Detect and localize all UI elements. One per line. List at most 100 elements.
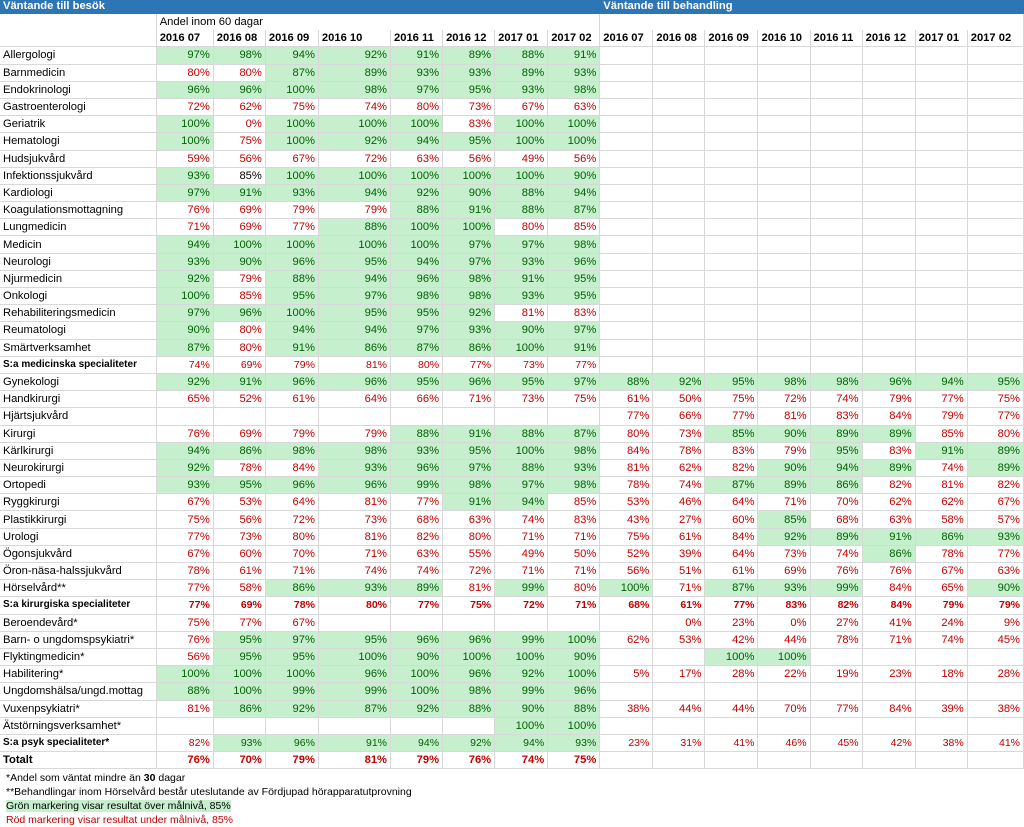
table-row: Hjärtsjukvård 77% 66% 77% 81% 83% 84% 79% 77%: [0, 407, 1024, 426]
table-row: Hematologi 100% 75% 100% 92% 94% 95% 100% 100%: [0, 132, 1024, 151]
treatment-value-cell: 75%: [704, 390, 759, 409]
treatment-value-cell: [704, 321, 759, 340]
treatment-value-cell: 79%: [862, 390, 916, 409]
visit-value-cell: 80%: [213, 64, 266, 82]
treatment-value-cell: 71%: [757, 493, 811, 512]
table-row: Barn- o ungdomspsykiatri* 76% 95% 97% 95% 96%…: [0, 631, 1024, 649]
table-row: Ortopedi 93% 95% 96% 96% 99% 98% 97% 98% 78% 74% 87…: [0, 476, 1024, 495]
visit-value-cell: 94%: [494, 734, 549, 753]
visit-value-cell: 91%: [213, 373, 266, 392]
treatment-value-cell: 41%: [704, 734, 759, 753]
treatment-value-cell: [652, 81, 706, 99]
visit-value-cell: 100%: [265, 304, 319, 323]
visit-value-cell: 97%: [156, 184, 214, 203]
visit-value-cell: 76%: [156, 201, 214, 220]
visit-value-cell: 92%: [390, 700, 444, 718]
visit-value-cell: 100%: [442, 167, 496, 185]
treatment-value-cell: 71%: [652, 579, 706, 598]
treatment-value-cell: [862, 321, 916, 340]
visit-value-cell: 83%: [442, 115, 496, 134]
visit-value-cell: 85%: [547, 218, 601, 237]
visit-value-cell: 64%: [318, 390, 392, 409]
treatment-value-cell: [599, 339, 654, 357]
treatment-value-cell: 38%: [967, 700, 1024, 718]
visit-value-cell: 95%: [213, 648, 266, 667]
treatment-value-cell: [704, 150, 759, 168]
footnote-1: *Andel som väntat mindre än 30 dagar: [6, 772, 186, 784]
visit-value-cell: 75%: [156, 614, 214, 632]
visit-value-cell: 100%: [494, 167, 549, 185]
visit-value-cell: 98%: [318, 442, 392, 460]
visit-value-cell: 100%: [213, 682, 266, 701]
visit-value-cell: 98%: [265, 442, 319, 460]
visit-value-cell: 78%: [156, 562, 214, 581]
visit-value-cell: 99%: [494, 579, 549, 598]
treatment-value-cell: [757, 253, 811, 271]
visit-value-cell: [442, 614, 496, 632]
visit-value-cell: 91%: [547, 46, 601, 65]
specialty-name: Vuxenpsykiatri*: [0, 700, 157, 718]
visit-value-cell: 90%: [390, 648, 444, 667]
treatment-value-cell: [967, 81, 1024, 99]
visit-value-cell: 97%: [494, 235, 549, 254]
visit-value-cell: 55%: [442, 545, 496, 564]
visit-value-cell: 95%: [547, 270, 601, 289]
treatment-value-cell: 81%: [599, 459, 654, 478]
treatment-value-cell: 89%: [967, 442, 1024, 460]
visit-value-cell: 73%: [442, 98, 496, 117]
visit-value-cell: 99%: [494, 682, 549, 701]
visit-value-cell: 100%: [390, 218, 444, 237]
treatment-value-cell: 41%: [862, 614, 916, 632]
visit-value-cell: 80%: [265, 528, 319, 546]
treatment-value-cell: 62%: [599, 631, 654, 649]
treatment-value-cell: 64%: [704, 545, 759, 564]
visit-value-cell: 98%: [442, 287, 496, 306]
visit-value-cell: 98%: [547, 476, 601, 495]
visit-value-cell: 79%: [265, 356, 319, 374]
treatment-value-cell: 68%: [599, 596, 654, 615]
treatment-value-cell: 23%: [704, 614, 759, 632]
treatment-value-cell: 22%: [757, 665, 811, 684]
visit-value-cell: 71%: [547, 562, 601, 581]
visit-value-cell: 100%: [547, 132, 601, 151]
treatment-value-cell: 74%: [652, 476, 706, 495]
treatment-value-cell: [704, 304, 759, 323]
treatment-value-cell: [967, 98, 1024, 117]
treatment-value-cell: 91%: [915, 442, 968, 460]
visit-month-header: 2017 02: [547, 30, 601, 48]
treatment-value-cell: [704, 270, 759, 289]
treatment-value-cell: [757, 321, 811, 340]
visit-value-cell: 94%: [547, 184, 601, 203]
treatment-value-cell: 90%: [757, 459, 811, 478]
treatment-value-cell: 89%: [810, 528, 863, 546]
treatment-value-cell: [967, 218, 1024, 237]
visit-value-cell: 100%: [390, 235, 444, 254]
visit-value-cell: 56%: [156, 648, 214, 667]
treatment-value-cell: [652, 339, 706, 357]
treatment-value-cell: 93%: [967, 528, 1024, 546]
visit-value-cell: 100%: [265, 665, 319, 684]
treatment-value-cell: 45%: [967, 631, 1024, 649]
treatment-value-cell: 38%: [599, 700, 654, 718]
treatment-value-cell: 100%: [704, 648, 759, 667]
visit-value-cell: 95%: [442, 81, 496, 99]
visit-value-cell: 75%: [547, 751, 601, 770]
treatment-value-cell: [757, 235, 811, 254]
treatment-value-cell: 85%: [757, 510, 811, 529]
visit-value-cell: 82%: [156, 734, 214, 753]
subheader-row: Andel inom 60 dagar: [0, 13, 1024, 31]
treatment-value-cell: 52%: [599, 545, 654, 564]
table-row: Reumatologi 90% 80% 94% 94% 97% 93% 90% 97%: [0, 321, 1024, 340]
treatment-value-cell: [652, 270, 706, 289]
treatment-value-cell: [652, 321, 706, 340]
treatment-value-cell: 9%: [967, 614, 1024, 632]
visit-value-cell: 80%: [494, 218, 549, 237]
visit-value-cell: 81%: [442, 579, 496, 598]
treatment-value-cell: 82%: [862, 476, 916, 495]
treatment-value-cell: 58%: [915, 510, 968, 529]
header-row: Väntande till besök Väntande till behand…: [0, 0, 1024, 14]
visit-value-cell: 77%: [547, 356, 601, 374]
visit-value-cell: 83%: [547, 304, 601, 323]
visit-value-cell: 94%: [156, 442, 214, 460]
treatment-value-cell: [599, 751, 654, 770]
